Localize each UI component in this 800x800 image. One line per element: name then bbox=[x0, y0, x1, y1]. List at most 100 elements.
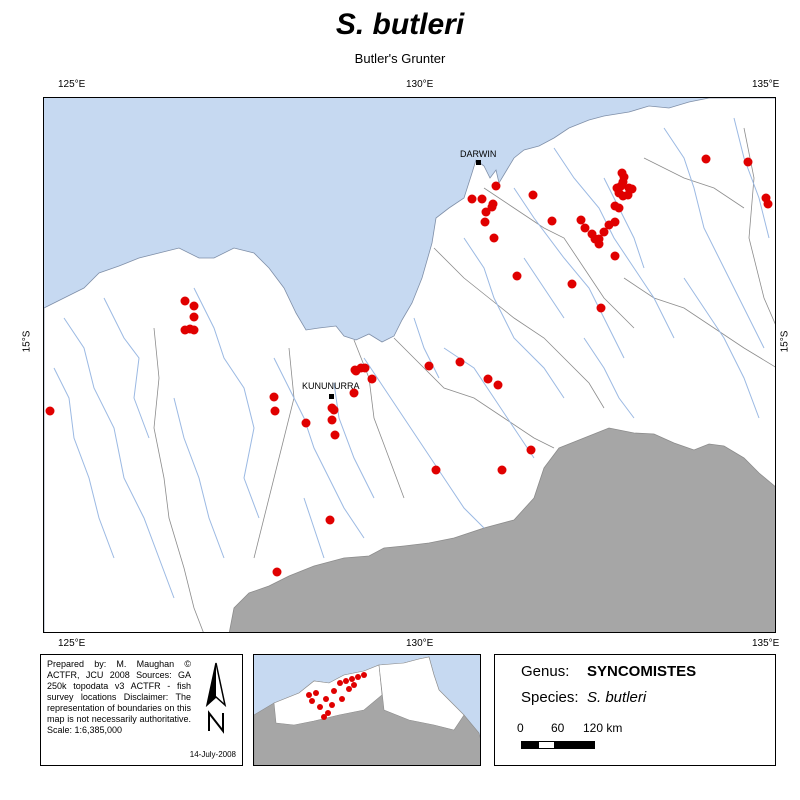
inset-record-dot bbox=[361, 672, 367, 678]
fish-record-dot bbox=[576, 215, 586, 225]
fish-record-dot bbox=[599, 227, 609, 237]
inset-records bbox=[306, 672, 367, 720]
main-map[interactable]: DARWIN KUNUNURRA bbox=[43, 97, 776, 633]
inset-record-dot bbox=[313, 690, 319, 696]
inset-map bbox=[253, 654, 481, 766]
fish-record-dot bbox=[612, 183, 622, 193]
fish-record-dot bbox=[763, 199, 773, 209]
map-title: S. butleri bbox=[335, 8, 465, 41]
fish-record-dot bbox=[483, 374, 493, 384]
species-value: S. butleri bbox=[587, 689, 647, 706]
fish-record-dot bbox=[512, 271, 522, 281]
left-tick-15s: 15°S bbox=[21, 330, 33, 353]
fish-record-dot bbox=[180, 325, 190, 335]
fish-record-dot bbox=[455, 357, 465, 367]
fish-record-dot bbox=[272, 567, 282, 577]
inset-record-dot bbox=[325, 710, 331, 716]
date-label: 14-July-2008 bbox=[189, 750, 236, 759]
north-arrow-icon bbox=[201, 661, 231, 737]
fish-record-dot bbox=[618, 177, 628, 187]
top-tick-130e: 130°E bbox=[406, 79, 434, 90]
inset-record-dot bbox=[337, 680, 343, 686]
right-tick-15s: 15°S bbox=[779, 330, 791, 353]
town-marker-kununurra bbox=[329, 394, 334, 399]
top-tick-125e: 125°E bbox=[58, 79, 86, 90]
fish-record-dot bbox=[701, 154, 711, 164]
inset-record-dot bbox=[309, 698, 315, 704]
fish-record-dot bbox=[45, 406, 55, 416]
fish-record-dot bbox=[330, 430, 340, 440]
inset-record-dot bbox=[323, 696, 329, 702]
credits-panel: Prepared by: M. Maughan © ACTFR, JCU 200… bbox=[40, 654, 243, 766]
scale-label-120: 120 km bbox=[583, 721, 623, 735]
fish-record-dot bbox=[610, 201, 620, 211]
town-label-kununurra: KUNUNURRA bbox=[302, 381, 360, 391]
fish-record-dot bbox=[189, 301, 199, 311]
fish-record-dot bbox=[493, 380, 503, 390]
inset-record-dot bbox=[331, 688, 337, 694]
fish-record-dot bbox=[594, 239, 604, 249]
bottom-tick-125e: 125°E bbox=[58, 638, 86, 649]
fish-record-dot bbox=[480, 217, 490, 227]
inset-record-dot bbox=[355, 674, 361, 680]
fish-record-dot bbox=[467, 194, 477, 204]
inset-record-dot bbox=[329, 702, 335, 708]
genus-label: Genus: bbox=[521, 663, 570, 680]
inset-record-dot bbox=[351, 682, 357, 688]
fish-record-dot bbox=[189, 312, 199, 322]
fish-record-dot bbox=[528, 190, 538, 200]
fish-record-dot bbox=[497, 465, 507, 475]
fish-record-dot bbox=[360, 363, 370, 373]
inset-record-dot bbox=[339, 696, 345, 702]
fish-record-dot bbox=[596, 303, 606, 313]
top-tick-135e: 135°E bbox=[752, 79, 780, 90]
scale-bar bbox=[521, 741, 595, 749]
fish-record-dot bbox=[610, 217, 620, 227]
map-subtitle: Butler's Grunter bbox=[354, 51, 446, 66]
fish-record-dot bbox=[325, 515, 335, 525]
fish-records bbox=[45, 154, 773, 577]
scale-label-0: 0 bbox=[517, 721, 524, 735]
inset-record-dot bbox=[349, 676, 355, 682]
fish-record-dot bbox=[617, 168, 627, 178]
fish-record-dot bbox=[489, 233, 499, 243]
fish-record-dot bbox=[481, 207, 491, 217]
fish-record-dot bbox=[367, 374, 377, 384]
inset-record-dot bbox=[306, 692, 312, 698]
fish-record-dot bbox=[270, 406, 280, 416]
fish-record-dot bbox=[743, 157, 753, 167]
town-label-darwin: DARWIN bbox=[460, 149, 496, 159]
fish-record-dot bbox=[526, 445, 536, 455]
species-label: Species: bbox=[521, 689, 579, 706]
fish-record-dot bbox=[547, 216, 557, 226]
fish-record-dot bbox=[327, 415, 337, 425]
fish-record-dot bbox=[431, 465, 441, 475]
credits-text: Prepared by: M. Maughan © ACTFR, JCU 200… bbox=[47, 659, 191, 735]
bottom-tick-130e: 130°E bbox=[406, 638, 434, 649]
fish-record-dot bbox=[269, 392, 279, 402]
fish-record-dot bbox=[610, 251, 620, 261]
fish-record-dot bbox=[580, 223, 590, 233]
legend-panel: Genus: SYNCOMISTES Species: S. butleri 0… bbox=[494, 654, 776, 766]
inset-record-dot bbox=[346, 686, 352, 692]
inset-record-dot bbox=[317, 704, 323, 710]
fish-record-dot bbox=[189, 325, 199, 335]
fish-record-dot bbox=[424, 361, 434, 371]
fish-record-dot bbox=[349, 388, 359, 398]
fish-record-dot bbox=[301, 418, 311, 428]
outside-region bbox=[228, 427, 775, 632]
fish-record-dot bbox=[491, 181, 501, 191]
bottom-tick-135e: 135°E bbox=[752, 638, 780, 649]
fish-record-dot bbox=[488, 199, 498, 209]
town-marker-darwin bbox=[476, 160, 481, 165]
genus-value: SYNCOMISTES bbox=[587, 663, 697, 680]
fish-record-dot bbox=[477, 194, 487, 204]
fish-record-dot bbox=[329, 405, 339, 415]
fish-record-dot bbox=[180, 296, 190, 306]
inset-record-dot bbox=[343, 678, 349, 684]
fish-record-dot bbox=[567, 279, 577, 289]
scale-label-60: 60 bbox=[551, 721, 565, 735]
fish-record-dot bbox=[627, 184, 637, 194]
inset-record-dot bbox=[321, 714, 327, 720]
fish-record-dot bbox=[351, 366, 361, 376]
